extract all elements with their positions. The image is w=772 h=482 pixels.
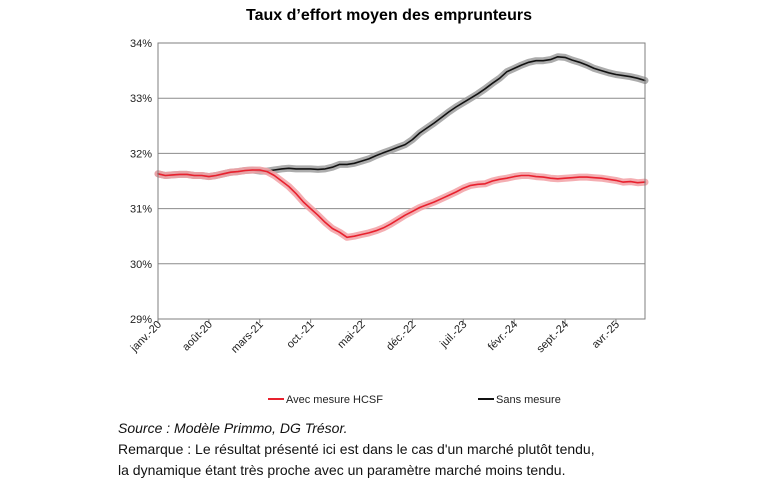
- y-tick-label: 34%: [130, 38, 152, 50]
- legend-label: Avec mesure HCSF: [286, 394, 383, 406]
- series-line: [157, 55, 646, 178]
- series-layer: [154, 53, 649, 241]
- y-tick-label: 29%: [130, 314, 152, 326]
- legend: Avec mesure HCSF Sans mesure: [268, 394, 561, 406]
- series-line: [157, 169, 646, 239]
- x-tick-label: oct.-21: [284, 319, 316, 351]
- x-tick-label: mars-21: [229, 319, 266, 356]
- plot-frame: [157, 42, 646, 320]
- y-tick-label: 33%: [130, 93, 152, 105]
- x-tick-label: avr.-25: [590, 319, 622, 351]
- notes: Source : Modèle Primmo, DG Trésor. Remar…: [118, 418, 595, 481]
- remark-line-2: la dynamique étant très proche avec un p…: [118, 462, 566, 478]
- x-tick-label: août-20: [180, 319, 215, 354]
- chart: Taux d’effort moyen des emprunteurs 29% 3…: [128, 7, 649, 406]
- source-note: Source : Modèle Primmo, DG Trésor.: [118, 420, 348, 436]
- x-tick-label: mai-22: [335, 319, 367, 351]
- series-band: [154, 53, 649, 181]
- legend-label: Sans mesure: [496, 394, 561, 406]
- y-tick-label: 31%: [130, 204, 152, 216]
- x-tick-label: févr.-24: [486, 319, 520, 353]
- x-tick-label: sept.-24: [535, 319, 572, 356]
- x-tick-label: juil.-23: [437, 319, 469, 351]
- remark-line-1: Remarque : Le résultat présenté ici est …: [118, 441, 595, 457]
- x-axis: janv.-20 août-20 mars-21 oct.-21 mai-22 déc.-…: [128, 319, 622, 356]
- y-axis: 29% 30% 31% 32% 33% 34%: [130, 38, 152, 326]
- series-band: [154, 166, 649, 241]
- x-tick-label: déc.-22: [384, 319, 418, 353]
- y-tick-label: 32%: [130, 148, 152, 160]
- y-tick-label: 30%: [130, 259, 152, 271]
- chart-title: Taux d’effort moyen des emprunteurs: [246, 7, 532, 24]
